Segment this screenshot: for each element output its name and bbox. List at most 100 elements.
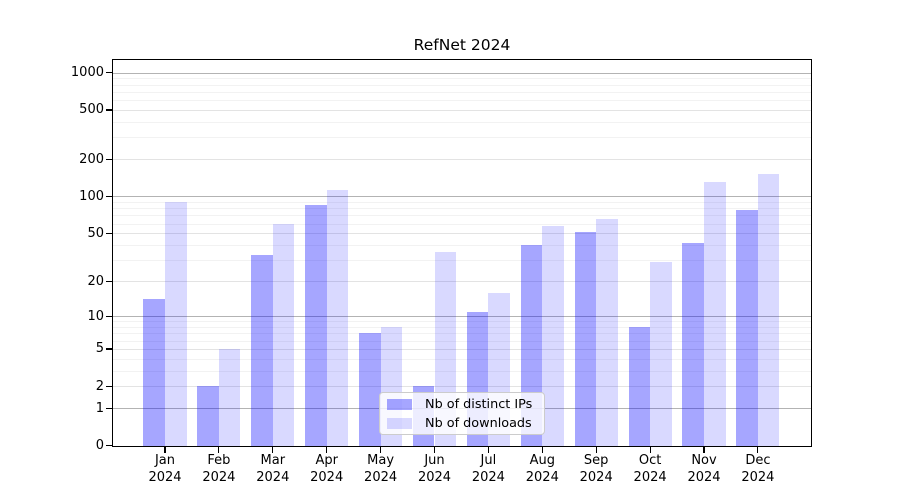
major-gridline — [113, 348, 811, 350]
bar-distinct-ips-jan — [143, 299, 165, 446]
major-gridline — [113, 316, 811, 318]
major-gridline — [113, 196, 811, 198]
bar-distinct-ips-nov — [682, 242, 704, 446]
y-tick-mark — [105, 158, 112, 160]
x-tick-label-nov: Nov 2024 — [687, 453, 721, 485]
y-axis-spine — [111, 58, 113, 447]
minor-gridline — [113, 91, 811, 93]
bar-distinct-ips-feb — [197, 386, 219, 446]
right-spine — [811, 58, 813, 447]
x-tick-mark — [487, 447, 489, 453]
y-tick-mark — [105, 407, 112, 409]
legend-swatch-distinct-ips — [387, 398, 412, 410]
x-tick-label-jan: Jan 2024 — [148, 453, 182, 485]
bar-downloads-sep — [596, 219, 618, 446]
bar-distinct-ips-oct — [628, 327, 651, 446]
x-tick-mark — [757, 447, 759, 453]
y-tick-label: 2 — [95, 378, 104, 394]
x-tick-label-aug: Aug 2024 — [525, 453, 559, 485]
major-gridline — [113, 386, 811, 388]
minor-gridline — [113, 223, 811, 225]
x-tick-label-dec: Dec 2024 — [741, 453, 775, 485]
bar-downloads-aug — [542, 226, 564, 446]
x-tick-mark — [649, 447, 651, 453]
minor-gridline — [113, 333, 811, 335]
y-tick-mark — [105, 445, 112, 447]
bar-distinct-ips-mar — [251, 255, 273, 446]
legend-swatch-downloads — [387, 417, 412, 429]
bar-downloads-apr — [326, 190, 349, 446]
x-tick-mark — [380, 447, 382, 453]
legend-item-downloads: Nb of downloads — [387, 416, 538, 431]
x-tick-label-apr: Apr 2024 — [310, 453, 344, 485]
x-tick-label-jul: Jul 2024 — [471, 453, 505, 485]
y-tick-label: 10 — [87, 308, 104, 324]
y-tick-label: 500 — [79, 102, 104, 118]
legend-item-distinct-ips: Nb of distinct IPs — [387, 397, 538, 412]
y-tick-mark — [105, 385, 112, 387]
minor-gridline — [113, 78, 811, 80]
y-tick-mark — [105, 315, 112, 317]
major-gridline — [113, 109, 811, 111]
bar-downloads-mar — [272, 223, 295, 446]
minor-gridline — [113, 358, 811, 360]
x-tick-mark — [218, 447, 220, 453]
major-gridline — [113, 281, 811, 283]
major-gridline — [113, 159, 811, 161]
bar-downloads-jan — [165, 202, 187, 446]
legend-label-distinct-ips: Nb of distinct IPs — [425, 396, 533, 412]
y-tick-mark — [105, 232, 112, 234]
minor-gridline — [113, 260, 811, 262]
bar-downloads-oct — [650, 262, 672, 446]
bar-distinct-ips-dec — [736, 210, 758, 446]
x-tick-label-oct: Oct 2024 — [633, 453, 667, 485]
bar-distinct-ips-apr — [305, 204, 327, 446]
y-tick-mark — [105, 109, 112, 111]
y-tick-mark — [105, 348, 112, 350]
bar-downloads-dec — [757, 173, 780, 446]
minor-gridline — [113, 202, 811, 204]
major-gridline — [113, 72, 811, 74]
minor-gridline — [113, 340, 811, 342]
y-tick-mark — [105, 280, 112, 282]
chart-legend: Nb of distinct IPs Nb of downloads — [379, 392, 545, 435]
x-tick-mark — [164, 447, 166, 453]
x-tick-mark — [703, 447, 705, 453]
x-tick-mark — [595, 447, 597, 453]
minor-gridline — [113, 321, 811, 323]
x-tick-label-jun: Jun 2024 — [417, 453, 452, 485]
bar-distinct-ips-may — [359, 333, 381, 446]
minor-gridline — [113, 122, 811, 123]
x-tick-mark — [272, 447, 274, 453]
minor-gridline — [113, 100, 811, 102]
chart-title: RefNet 2024 — [413, 36, 511, 54]
x-tick-label-feb: Feb 2024 — [202, 453, 236, 485]
legend-label-downloads: Nb of downloads — [425, 415, 532, 431]
y-tick-label: 50 — [87, 225, 104, 241]
y-tick-label: 200 — [79, 151, 104, 167]
bar-downloads-nov — [704, 182, 726, 446]
x-tick-mark — [541, 447, 543, 453]
minor-gridline — [113, 84, 811, 86]
y-tick-label: 1000 — [70, 65, 104, 81]
minor-gridline — [113, 215, 811, 217]
major-gridline — [113, 233, 811, 235]
y-tick-label: 1 — [95, 400, 104, 416]
minor-gridline — [113, 137, 811, 139]
x-tick-label-sep: Sep 2024 — [579, 453, 613, 485]
y-tick-mark — [105, 195, 112, 198]
x-tick-label-may: May 2024 — [364, 453, 398, 485]
y-tick-label: 5 — [95, 341, 104, 357]
y-tick-label: 0 — [95, 438, 104, 454]
minor-gridline — [113, 208, 811, 210]
x-tick-mark — [326, 447, 328, 453]
x-axis-spine — [111, 445, 813, 447]
x-tick-label-mar: Mar 2024 — [256, 453, 290, 485]
top-spine — [111, 58, 813, 60]
minor-gridline — [113, 245, 811, 247]
minor-gridline — [113, 327, 811, 329]
minor-gridline — [113, 370, 811, 372]
y-tick-mark — [105, 72, 112, 74]
y-tick-label: 100 — [79, 188, 104, 204]
